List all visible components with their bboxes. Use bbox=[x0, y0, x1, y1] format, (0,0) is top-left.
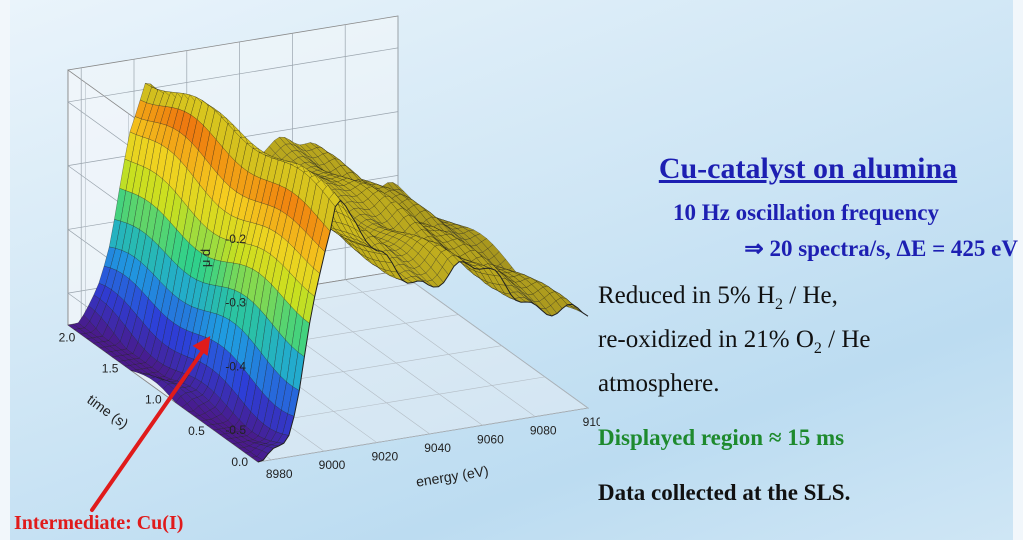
floor-gridline bbox=[345, 279, 536, 417]
y-tick-label: 2.0 bbox=[59, 330, 76, 344]
displayed-region: Displayed region ≈ 15 ms bbox=[598, 425, 845, 450]
desc-line-3: atmosphere. bbox=[598, 370, 720, 397]
data-source: Data collected at the SLS. bbox=[598, 480, 851, 505]
description: Reduced in 5% H2 / He, re-oxidized in 21… bbox=[598, 278, 998, 401]
desc-line-2: re-oxidized in 21% O2 / He bbox=[598, 326, 871, 357]
oscillation-frequency: 10 Hz oscillation frequency bbox=[673, 200, 939, 225]
surface-front-edge bbox=[257, 199, 589, 463]
z-tick-label: -0.2 bbox=[225, 232, 246, 246]
spectra-rate: ⇒ 20 spectra/s, ΔE = 425 eV bbox=[744, 236, 1018, 261]
annotation-arrow-head bbox=[192, 336, 211, 356]
z-tick-label: -0.5 bbox=[225, 423, 246, 437]
x-tick-label: 8980 bbox=[266, 467, 293, 481]
z-tick-label: -0.3 bbox=[225, 296, 246, 310]
x-tick-label: 9040 bbox=[424, 441, 451, 455]
y-tick-label: 1.0 bbox=[145, 393, 162, 407]
desc-line-1: Reduced in 5% H2 / He, bbox=[598, 282, 838, 313]
annotation-arrow-shaft bbox=[90, 343, 209, 512]
x-tick-label: 9000 bbox=[319, 458, 346, 472]
floor-gridline bbox=[257, 407, 589, 463]
slide-title: Cu-catalyst on alumina bbox=[658, 152, 958, 185]
z-tick-label: -0.4 bbox=[225, 359, 246, 373]
floor-gridline bbox=[292, 288, 483, 426]
floor-gridline bbox=[397, 270, 589, 409]
x-tick-label: 9080 bbox=[530, 424, 557, 438]
y-axis-title: time (s) bbox=[84, 391, 131, 431]
x-tick-label: 9020 bbox=[371, 450, 398, 464]
intermediate-annotation: Intermediate: Cu(I) bbox=[14, 512, 184, 534]
y-tick-label: 1.5 bbox=[102, 362, 119, 376]
x-tick-label: 9060 bbox=[477, 432, 504, 446]
z-axis-title: μ d bbox=[198, 249, 213, 267]
x-axis-title: energy (eV) bbox=[415, 462, 490, 489]
y-tick-label: 0.0 bbox=[231, 455, 248, 469]
y-tick-label: 0.5 bbox=[188, 424, 205, 438]
